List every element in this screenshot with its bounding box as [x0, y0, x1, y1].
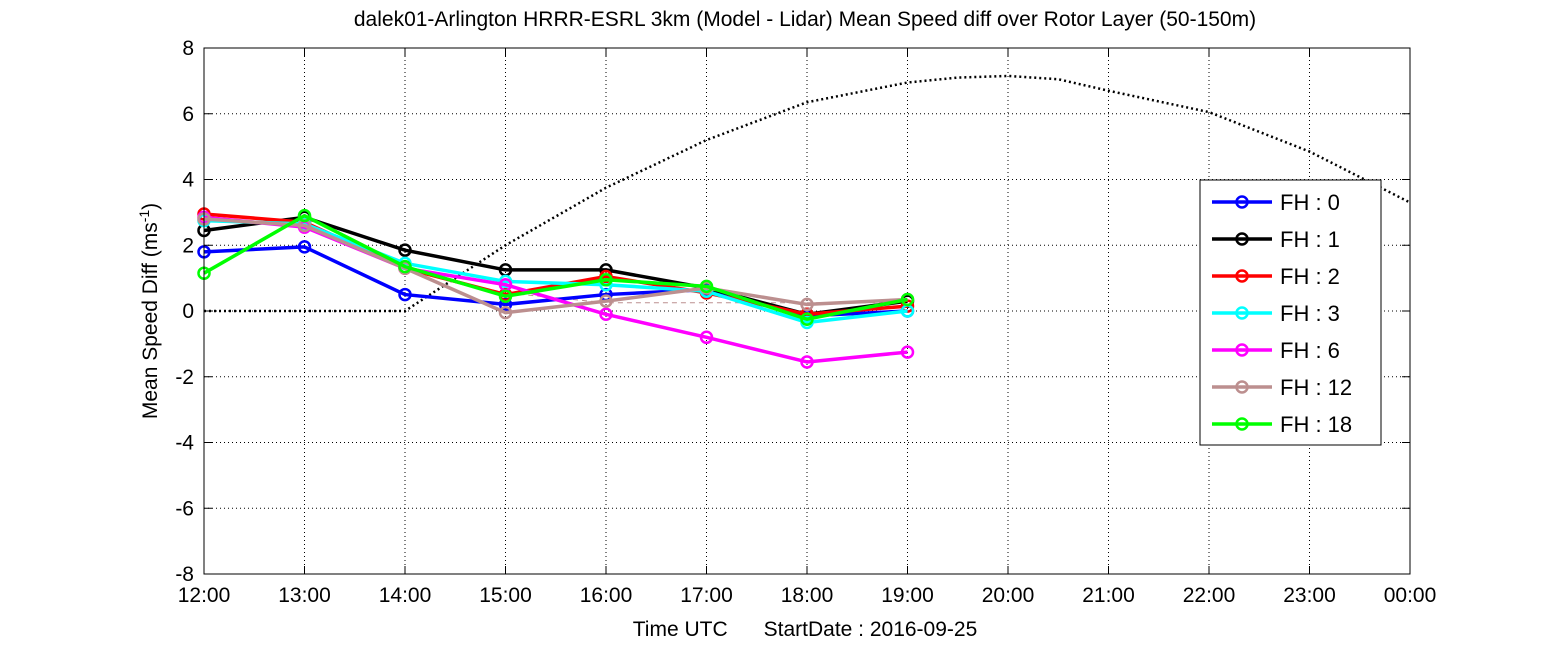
- data-point: [699, 279, 714, 294]
- legend-entry-2: FH : 2: [1212, 264, 1340, 289]
- legend-label: FH : 18: [1280, 412, 1352, 437]
- y-tick-label: 4: [182, 169, 194, 192]
- x-axis-label-startdate: StartDate : 2016-09-25: [764, 618, 978, 641]
- data-point: [498, 289, 513, 303]
- data-point: [599, 307, 613, 322]
- legend-label: FH : 6: [1280, 338, 1340, 363]
- data-point: [398, 287, 412, 302]
- legend-entry-3: FH : 3: [1212, 301, 1340, 326]
- y-tick-label: 0: [182, 300, 194, 323]
- x-tick-label: 21:00: [1082, 584, 1135, 607]
- data-point: [398, 259, 412, 274]
- legend-label: FH : 3: [1280, 301, 1340, 326]
- x-axis-label: Time UTC StartDate : 2016-09-25: [633, 618, 978, 641]
- y-tick-label: -4: [175, 432, 194, 455]
- x-tick-label: 16:00: [580, 584, 633, 607]
- x-tick-label: 23:00: [1283, 584, 1336, 607]
- data-point: [398, 243, 412, 257]
- data-point: [599, 273, 613, 287]
- x-tick-label: 14:00: [379, 584, 432, 607]
- legend-swatch-marker: [1235, 417, 1249, 431]
- legend-label: FH : 2: [1280, 264, 1340, 289]
- series-line-3: [203, 218, 908, 325]
- data-point: [900, 345, 915, 359]
- x-tick-label: 18:00: [781, 584, 834, 607]
- y-axis-label-superscript: -1: [136, 210, 152, 223]
- reference-curve-line: [204, 74, 1411, 313]
- series-6: [197, 208, 915, 326]
- x-tick-label: 20:00: [982, 584, 1035, 607]
- legend-entry-4: FH : 6: [1212, 338, 1340, 363]
- data-point: [297, 208, 312, 223]
- legend-swatch-marker: [1235, 306, 1249, 320]
- y-tick-label: 2: [182, 234, 194, 257]
- x-tick-label: 13:00: [278, 584, 331, 607]
- legend: FH : 0 FH : 1 FH : 2 FH : 3 FH : 6 FH : 12 FH …: [1199, 179, 1382, 446]
- y-axis: -8 -6 -4 -2 0 2 4 6 8: [175, 37, 1410, 586]
- legend-label: FH : 12: [1280, 375, 1352, 400]
- data-point: [699, 330, 714, 345]
- data-point: [498, 305, 513, 320]
- legend-swatch-marker: [1235, 343, 1249, 357]
- data-point: [800, 355, 814, 369]
- legend-label: FH : 0: [1280, 190, 1340, 215]
- legend-swatch-marker: [1235, 380, 1249, 394]
- series-line-6: [203, 213, 908, 321]
- y-tick-label: 8: [182, 37, 194, 60]
- series-layer: [197, 207, 915, 369]
- chart-title: dalek01-Arlington HRRR-ESRL 3km (Model -…: [354, 8, 1256, 31]
- x-axis-label-main: Time UTC: [633, 618, 728, 641]
- legend-swatch-marker: [1235, 269, 1249, 283]
- y-tick-label: -2: [175, 366, 194, 389]
- data-point: [297, 240, 312, 254]
- data-point: [900, 292, 915, 307]
- data-point: [800, 312, 814, 326]
- x-tick-label: 22:00: [1183, 584, 1236, 607]
- x-tick-label: 19:00: [881, 584, 934, 607]
- data-point: [800, 297, 814, 312]
- legend-label: FH : 1: [1280, 227, 1340, 252]
- y-tick-label: -8: [175, 563, 194, 586]
- x-tick-label: 00:00: [1384, 584, 1437, 607]
- series-line-5: [203, 217, 908, 315]
- y-axis-label: Mean Speed Diff (ms-1): [136, 203, 162, 419]
- data-point: [599, 294, 613, 308]
- x-tick-label: 15:00: [479, 584, 532, 607]
- legend-entry-1: FH : 1: [1212, 227, 1340, 252]
- y-tick-label: -6: [175, 497, 194, 520]
- legend-entry-6: FH : 18: [1212, 412, 1352, 437]
- x-tick-label: 17:00: [680, 584, 733, 607]
- legend-swatch-marker: [1235, 232, 1249, 246]
- legend-entry-5: FH : 12: [1212, 375, 1352, 400]
- x-axis: 12:00 13:00 14:00 15:00 16:00 17:00 18:00 19:00…: [178, 48, 1437, 607]
- legend-swatch-marker: [1235, 195, 1249, 209]
- legend-entry-0: FH : 0: [1212, 190, 1340, 215]
- x-tick-label: 12:00: [178, 584, 231, 607]
- y-tick-label: 6: [182, 103, 194, 126]
